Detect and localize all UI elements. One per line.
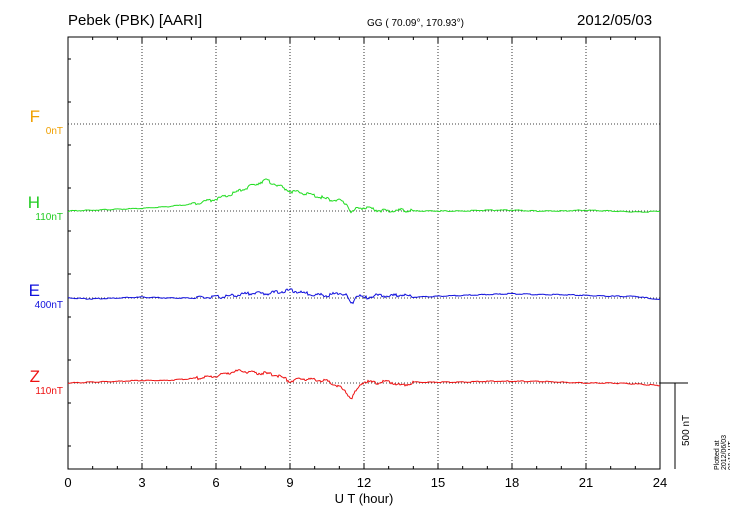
chart-title: Pebek (PBK) [AARI] bbox=[68, 12, 203, 29]
channel-h-name: H bbox=[27, 193, 40, 212]
coordinates-label: GG ( 70.09°, 170.93°) bbox=[367, 18, 464, 29]
x-tick-label: 3 bbox=[138, 475, 145, 490]
x-tick-label: 18 bbox=[505, 475, 519, 490]
scale-bar-label: 500 nT bbox=[681, 414, 692, 446]
plotted-timestamp: Plotted at 2012/06/03 01:19 UT bbox=[714, 434, 730, 470]
channel-z: Z 110nT bbox=[0, 368, 68, 398]
channel-z-offset: 110nT bbox=[35, 386, 63, 397]
x-axis-label: U T (hour) bbox=[335, 491, 394, 506]
channel-h: H 110nT bbox=[0, 194, 68, 224]
series-line-h bbox=[67, 178, 661, 214]
channel-e-offset: 400nT bbox=[34, 300, 63, 311]
series-line-e bbox=[67, 288, 661, 305]
x-tick-label: 9 bbox=[286, 475, 293, 490]
x-tick-label: 12 bbox=[357, 475, 371, 490]
channel-f: F 0nT bbox=[0, 108, 68, 138]
date-label: 2012/05/03 bbox=[577, 12, 653, 29]
channel-e: E 400nT bbox=[0, 282, 68, 312]
channel-h-offset: 110nT bbox=[35, 212, 63, 223]
x-tick-label: 21 bbox=[579, 475, 593, 490]
channel-e-name: E bbox=[28, 281, 40, 300]
x-tick-label: 15 bbox=[431, 475, 445, 490]
x-tick-label: 6 bbox=[212, 475, 219, 490]
channel-f-name: F bbox=[29, 107, 40, 126]
x-tick-label: 24 bbox=[653, 475, 667, 490]
channel-f-offset: 0nT bbox=[45, 126, 63, 137]
series-line-z bbox=[67, 369, 660, 400]
x-tick-label: 0 bbox=[64, 475, 71, 490]
channel-z-name: Z bbox=[29, 367, 40, 386]
